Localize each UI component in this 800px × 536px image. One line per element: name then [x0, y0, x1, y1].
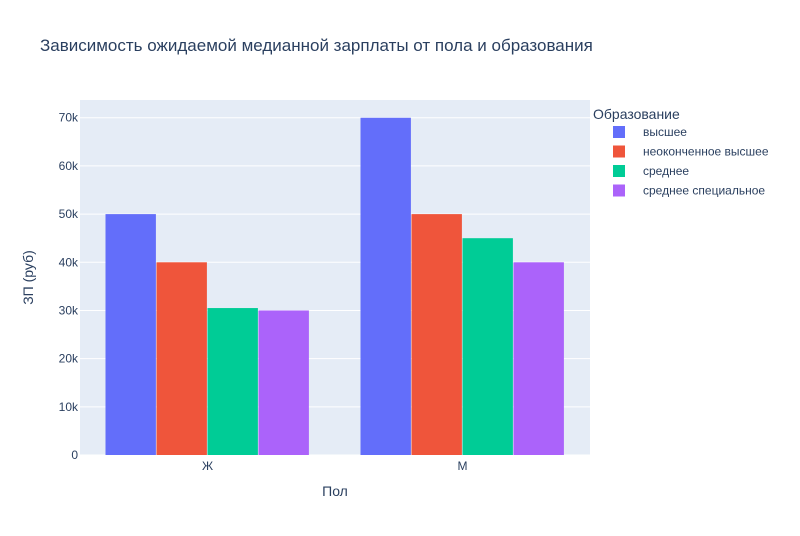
chart-title: Зависимость ожидаемой медианной зарплаты…: [40, 36, 593, 55]
y-tick-label: 40k: [59, 255, 79, 269]
y-tick-label: 70k: [59, 111, 79, 125]
bar: [462, 238, 513, 455]
y-tick-labels: 0 10k 20k 30k 40k 50k 60k 70k: [59, 111, 79, 462]
legend-title: Образование: [593, 106, 680, 122]
y-axis-title: ЗП (руб): [20, 250, 36, 305]
bar: [360, 117, 411, 456]
legend-swatch: [613, 145, 625, 158]
y-tick-label: 10k: [59, 400, 79, 414]
y-tick-label: 30k: [59, 303, 79, 317]
y-tick-label: 0: [71, 448, 78, 462]
y-tick-label: 60k: [59, 159, 79, 173]
bar: [105, 214, 156, 455]
bar: [513, 262, 564, 455]
x-tick-label: М: [458, 459, 468, 473]
legend-swatch: [613, 126, 625, 138]
legend: Образование высшее неоконченное высшее сре…: [593, 106, 769, 198]
legend-swatch: [613, 165, 625, 177]
legend-item: среднее: [643, 164, 689, 178]
legend-item: среднее специальное: [643, 184, 765, 198]
x-tick-label: Ж: [202, 459, 213, 473]
legend-item: высшее: [643, 125, 687, 139]
bar: [207, 308, 258, 455]
y-tick-label: 20k: [59, 352, 79, 366]
legend-swatch: [613, 184, 625, 197]
x-axis-title: Пол: [322, 483, 348, 499]
bar: [258, 310, 309, 455]
bar: [156, 262, 207, 455]
bar: [411, 214, 462, 455]
y-tick-label: 50k: [59, 207, 79, 221]
bars: [105, 117, 564, 456]
legend-item: неоконченное высшее: [643, 145, 769, 159]
